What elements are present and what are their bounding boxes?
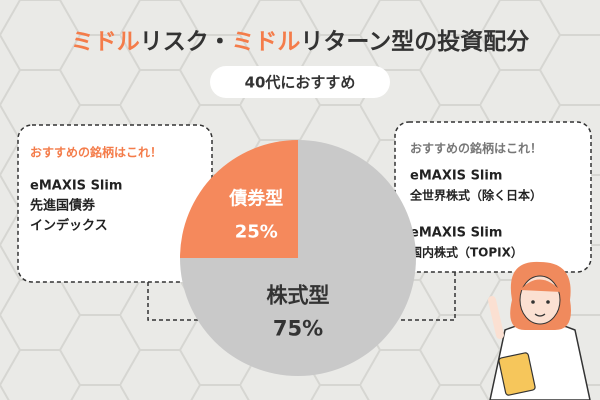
annotation-line: eMAXIS Slim: [410, 169, 502, 184]
title-part: ミドル: [231, 29, 300, 55]
slice-label: 株式型: [267, 283, 330, 307]
annotation-line: インデックス: [30, 218, 108, 234]
title-part: ミドル: [71, 29, 140, 55]
pie-slice: [180, 140, 298, 258]
pie-slice: [180, 140, 416, 376]
annotation-line: 国内株式（TOPIX）: [410, 245, 523, 260]
annotation-line: 全世界株式（除く日本）: [409, 188, 542, 203]
annotation-title: おすすめの銘柄はこれ！: [30, 145, 162, 160]
annotation-line: eMAXIS Slim: [410, 226, 502, 241]
subtitle-pill: [210, 66, 390, 98]
connector: [400, 272, 456, 321]
illustration: [488, 261, 591, 400]
title-part: リターン型の投資配分: [300, 28, 529, 55]
value-label: 75%: [273, 316, 323, 340]
annotation-line: 先進国債券: [30, 198, 96, 214]
pie: 債券型 25% 株式型 75%: [180, 140, 416, 376]
value-label: 25%: [235, 221, 278, 242]
annotation-title: おすすめの銘柄はこれ！: [410, 141, 542, 156]
title-part: リスク・: [140, 29, 232, 55]
subtitle: 40代におすすめ: [245, 74, 356, 92]
slice-label: 債券型: [228, 187, 283, 209]
connector: [147, 282, 200, 321]
chart-title: ミドルリスク・ミドルリターン型の投資配分: [71, 28, 529, 55]
annotation-line: eMAXIS Slim: [30, 179, 122, 194]
